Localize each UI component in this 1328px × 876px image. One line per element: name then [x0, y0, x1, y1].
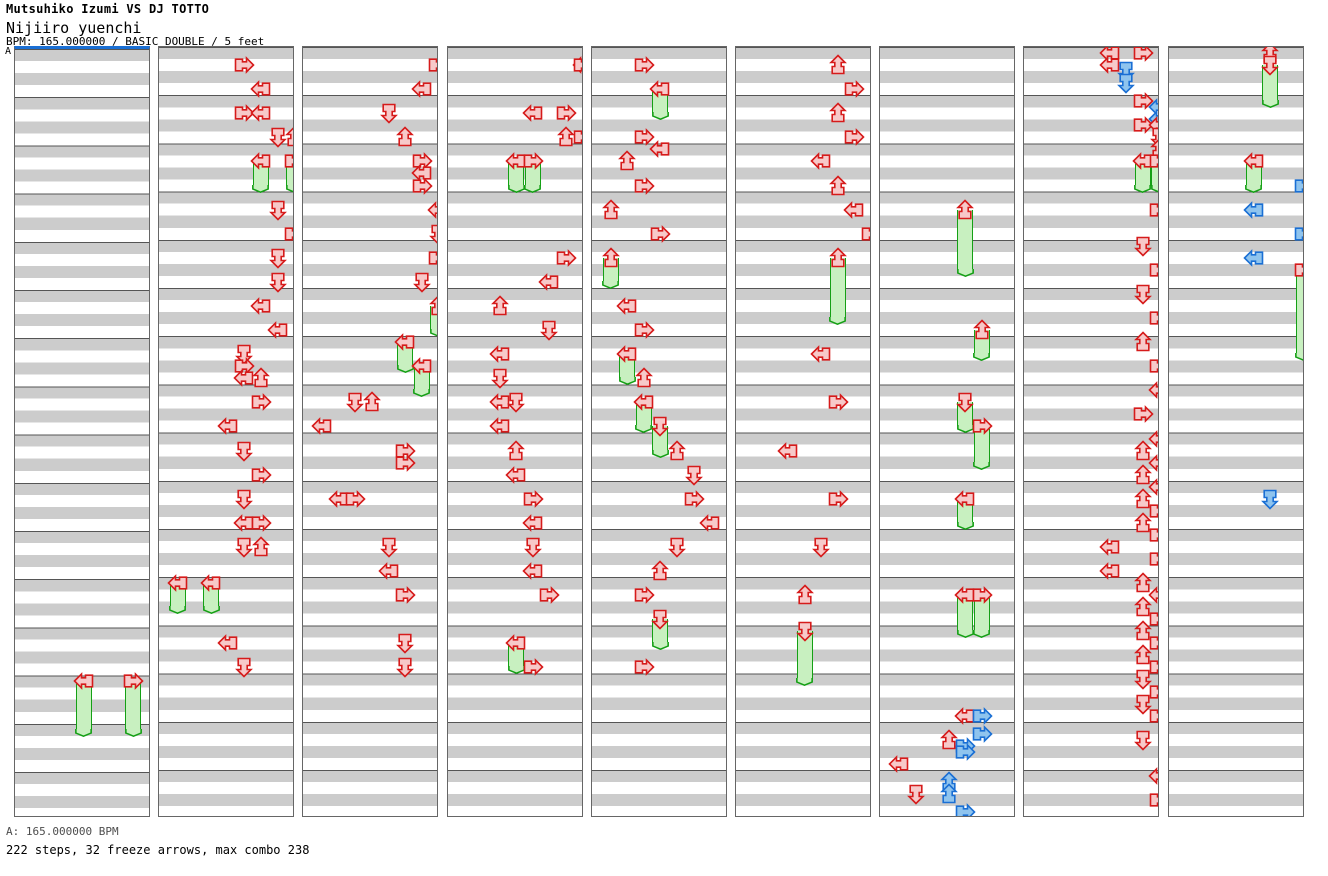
- freeze-arrow-tail: [651, 642, 669, 651]
- freeze-arrow-tail: [396, 365, 414, 374]
- freeze-arrow-body: [202, 583, 220, 615]
- chart-column-2[interactable]: [302, 46, 439, 817]
- freeze-arrow-body: [602, 257, 620, 289]
- chart-column-0[interactable]: [14, 46, 150, 817]
- freeze-arrow-body: [635, 402, 653, 434]
- freeze-arrow-tail: [169, 606, 187, 615]
- freeze-arrow-body: [651, 619, 669, 651]
- freeze-arrow-tail: [507, 184, 525, 193]
- chart-column-4[interactable]: [590, 46, 727, 817]
- freeze-arrow-body: [1245, 161, 1263, 193]
- freeze-arrow-body: [973, 330, 991, 362]
- freeze-arrow-tail: [202, 606, 220, 615]
- freeze-arrow-tail: [1295, 353, 1303, 361]
- freeze-arrow-tail: [1150, 184, 1159, 193]
- freeze-arrow-body: [252, 161, 270, 193]
- measure-lines: [303, 47, 438, 816]
- freeze-arrow-body: [1150, 161, 1159, 193]
- freeze-arrow-body: [973, 426, 991, 470]
- freeze-arrow-tail: [956, 630, 974, 639]
- freeze-arrow-body: [796, 631, 814, 687]
- freeze-arrow-body: [413, 366, 431, 398]
- freeze-arrow-body: [396, 342, 414, 374]
- song-meta: BPM: 165.000000 / BASIC DOUBLE / 5 feet: [6, 35, 265, 48]
- freeze-arrow-body: [507, 643, 525, 675]
- chart-column-3[interactable]: [446, 46, 583, 817]
- freeze-arrow-tail: [829, 317, 847, 326]
- freeze-arrow-body: [1261, 65, 1279, 109]
- freeze-arrow-body: [1134, 161, 1152, 193]
- song-artist: Mutsuhiko Izumi VS DJ TOTTO: [6, 2, 210, 16]
- freeze-arrow-tail: [1245, 184, 1263, 193]
- freeze-arrow-body: [285, 161, 294, 193]
- freeze-arrow-tail: [973, 461, 991, 470]
- freeze-arrow-tail: [956, 425, 974, 434]
- freeze-arrow-body: [956, 498, 974, 530]
- freeze-arrow-body: [956, 595, 974, 639]
- freeze-arrow-tail: [651, 112, 669, 121]
- freeze-arrow-body: [956, 402, 974, 434]
- chart-column-5[interactable]: [735, 46, 871, 817]
- chart-column-8[interactable]: [1167, 46, 1304, 817]
- freeze-arrow-tail: [956, 268, 974, 277]
- freeze-arrow-body: [75, 681, 93, 737]
- stepchart-grid[interactable]: A: [0, 46, 1328, 818]
- measure-lines: [880, 47, 1015, 816]
- freeze-arrow-body: [524, 161, 542, 193]
- freeze-arrow-body: [507, 161, 525, 193]
- freeze-arrow-tail: [973, 630, 991, 639]
- freeze-arrow-tail: [429, 329, 438, 337]
- freeze-arrow-body: [1295, 269, 1303, 361]
- chart-column-6[interactable]: [879, 46, 1016, 817]
- freeze-arrow-tail: [124, 728, 142, 737]
- bpm-summary: A: 165.000000 BPM: [6, 825, 119, 838]
- freeze-arrow-tail: [796, 678, 814, 687]
- freeze-arrow-tail: [635, 425, 653, 434]
- measure-lines: [736, 47, 870, 816]
- freeze-arrow-tail: [252, 184, 270, 193]
- measure-lines: [1168, 47, 1303, 816]
- freeze-arrow-tail: [618, 377, 636, 386]
- freeze-arrow-body: [651, 89, 669, 121]
- freeze-arrow-tail: [285, 184, 294, 193]
- freeze-arrow-tail: [651, 449, 669, 458]
- column-label: A: [5, 46, 12, 57]
- freeze-arrow-tail: [75, 728, 93, 737]
- freeze-arrow-body: [651, 426, 669, 458]
- freeze-arrow-tail: [507, 666, 525, 675]
- freeze-arrow-body: [169, 583, 187, 615]
- freeze-arrow-tail: [602, 280, 620, 289]
- freeze-arrow-tail: [956, 521, 974, 530]
- freeze-arrow-body: [973, 595, 991, 639]
- freeze-arrow-body: [618, 354, 636, 386]
- freeze-arrow-tail: [524, 184, 542, 193]
- freeze-arrow-tail: [1261, 100, 1279, 109]
- freeze-arrow-tail: [973, 353, 991, 362]
- step-statistics: 222 steps, 32 freeze arrows, max combo 2…: [6, 843, 310, 857]
- song-title: Nijiiro yuenchi: [6, 19, 142, 37]
- chart-column-7[interactable]: [1023, 46, 1160, 817]
- freeze-arrow-body: [429, 306, 438, 337]
- freeze-arrow-tail: [413, 389, 431, 398]
- freeze-arrow-tail: [1134, 184, 1152, 193]
- freeze-arrow-body: [829, 257, 847, 326]
- chart-column-1[interactable]: [158, 46, 295, 817]
- freeze-arrow-body: [124, 681, 142, 737]
- freeze-arrow-body: [956, 209, 974, 277]
- measure-lines: [159, 47, 294, 816]
